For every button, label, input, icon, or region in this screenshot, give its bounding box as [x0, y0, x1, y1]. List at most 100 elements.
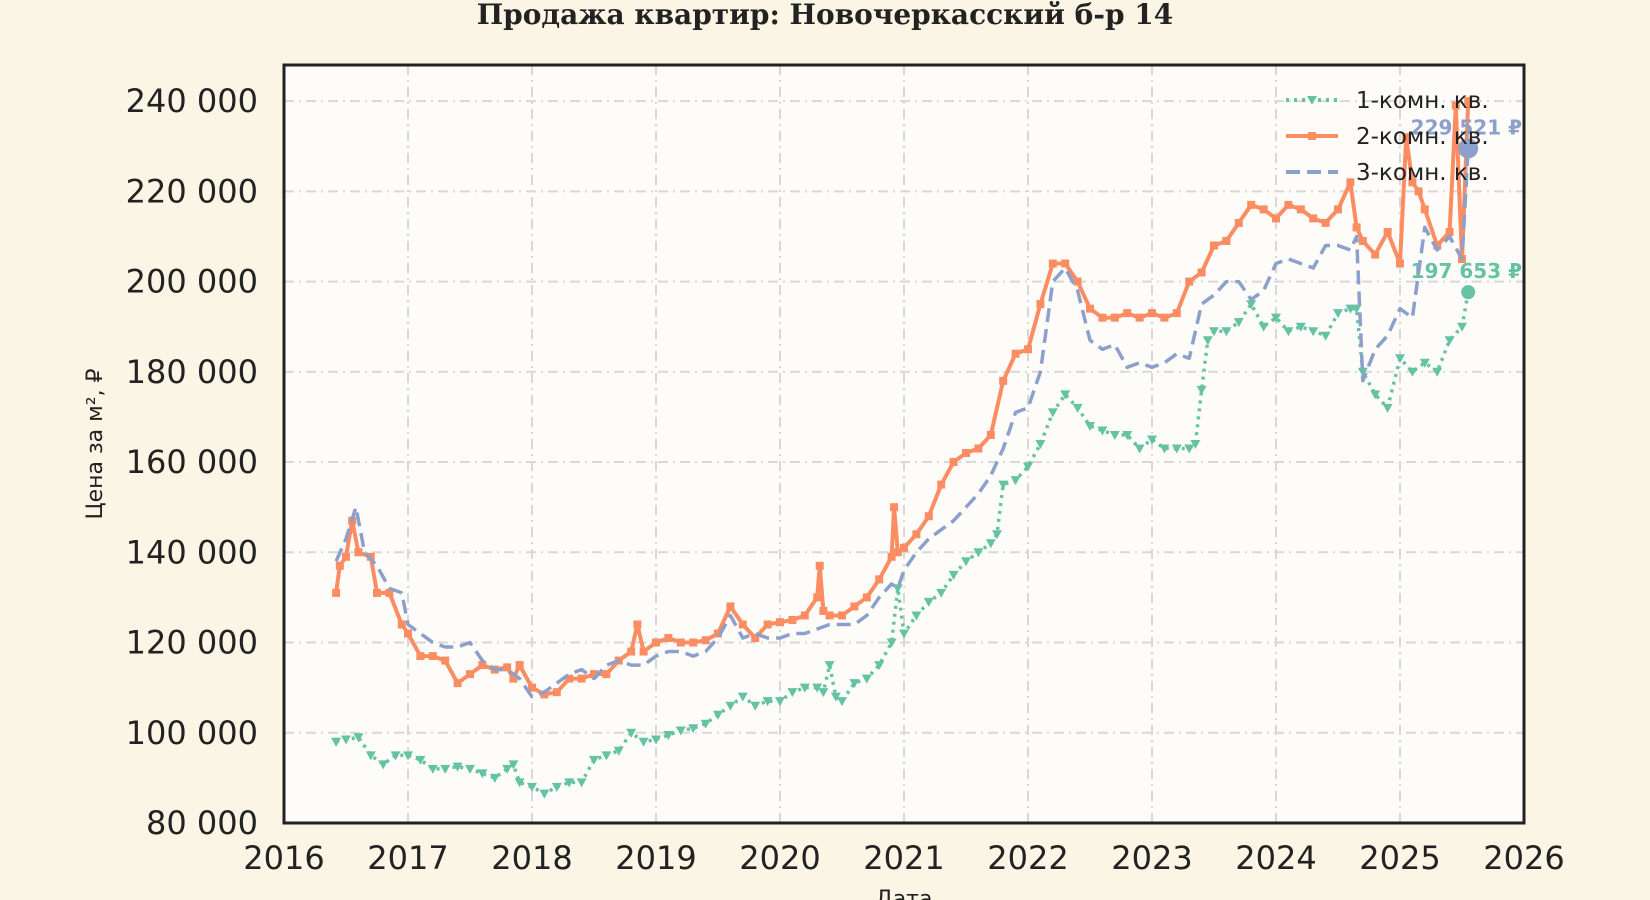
data-point — [890, 503, 899, 512]
y-tick-label: 220 000 — [126, 172, 258, 210]
data-point — [986, 430, 995, 439]
data-point — [1371, 250, 1380, 259]
x-axis-label: Дата — [876, 887, 933, 900]
data-point — [725, 701, 736, 711]
data-point — [887, 552, 896, 561]
data-point — [893, 548, 902, 557]
data-point — [577, 674, 586, 683]
data-point — [1370, 390, 1381, 400]
data-point — [949, 458, 958, 467]
data-point — [1048, 259, 1057, 268]
data-point — [1196, 385, 1207, 395]
data-point — [1445, 227, 1454, 236]
data-point — [737, 692, 748, 702]
data-point — [1352, 223, 1361, 232]
data-point — [936, 588, 947, 598]
data-point — [800, 611, 809, 620]
data-point — [639, 647, 648, 656]
data-point — [590, 670, 598, 679]
data-point — [675, 726, 686, 736]
data-point — [1259, 205, 1268, 214]
data-point — [478, 661, 487, 670]
data-point — [1061, 259, 1070, 268]
data-point — [627, 647, 636, 656]
data-point — [818, 688, 829, 698]
y-tick-label: 240 000 — [126, 82, 258, 120]
data-point — [502, 764, 513, 774]
data-point — [466, 670, 474, 679]
data-point — [1159, 444, 1170, 454]
series-3: 229 521 ₽ — [334, 115, 1522, 699]
x-tick-label: 2017 — [367, 839, 448, 877]
data-point — [397, 620, 406, 629]
data-point — [1185, 277, 1194, 286]
data-point — [762, 697, 773, 707]
y-axis-label: Цена за м², ₽ — [83, 368, 108, 519]
data-point — [503, 663, 512, 672]
data-point — [1086, 304, 1094, 313]
data-point — [1334, 205, 1342, 214]
data-point — [1024, 345, 1032, 354]
data-point — [1172, 309, 1181, 318]
data-point — [1160, 313, 1169, 322]
series-1: 197 653 ₽ — [331, 259, 1522, 799]
data-point — [750, 701, 761, 711]
data-point — [1432, 367, 1443, 377]
legend-label: 2-комн. кв. — [1356, 124, 1489, 150]
data-point — [663, 731, 674, 741]
data-point — [726, 602, 735, 611]
y-tick-label: 120 000 — [126, 624, 258, 662]
legend-label: 1-комн. кв. — [1356, 88, 1489, 114]
data-point — [1271, 313, 1281, 323]
data-point — [813, 593, 822, 602]
data-point — [1396, 259, 1404, 268]
y-axis-ticks: 80 000 100 000 120 000 140 000 160 000 180 00… — [126, 82, 258, 842]
y-tick-label: 100 000 — [126, 714, 258, 752]
data-point — [1321, 218, 1330, 227]
x-tick-label: 2025 — [1359, 839, 1440, 877]
x-tick-label: 2018 — [491, 839, 572, 877]
data-point — [1134, 444, 1145, 454]
data-point — [1190, 440, 1201, 449]
data-point — [1060, 390, 1071, 400]
data-point — [1464, 97, 1473, 106]
x-tick-label: 2024 — [1235, 839, 1316, 877]
data-point — [701, 636, 710, 645]
legend-marker — [1308, 132, 1316, 140]
data-point — [453, 679, 462, 688]
data-point — [874, 661, 885, 671]
data-point — [892, 584, 903, 594]
data-point — [652, 638, 660, 647]
data-point — [992, 530, 1002, 540]
data-point — [1085, 421, 1095, 431]
data-point — [528, 683, 536, 692]
data-point — [1171, 444, 1182, 454]
data-point — [1382, 403, 1393, 413]
data-point — [738, 620, 747, 629]
data-point — [385, 588, 394, 597]
data-point — [1110, 313, 1119, 322]
chart-title: Продажа квартир: Новочеркасский б-р 14 — [477, 0, 1174, 31]
x-axis-ticks: 2016 2017 2018 2019 2020 2021 2022 2023 2024 2025… — [243, 839, 1564, 877]
data-point — [1234, 218, 1243, 227]
data-point — [1010, 476, 1021, 486]
data-point — [565, 674, 574, 683]
data-point — [1035, 440, 1046, 449]
y-tick-label: 140 000 — [126, 533, 258, 571]
data-point — [962, 449, 970, 458]
data-point — [1148, 309, 1156, 318]
data-point — [837, 697, 847, 707]
data-point — [1147, 435, 1157, 445]
data-point — [477, 769, 488, 779]
data-point — [924, 512, 933, 521]
data-point — [1135, 313, 1144, 322]
data-point — [1357, 367, 1368, 377]
data-point — [819, 606, 828, 615]
data-point — [1309, 214, 1318, 223]
data-point — [799, 683, 810, 693]
data-point — [985, 539, 996, 549]
x-tick-label: 2016 — [243, 839, 324, 877]
end-value-label: 229 521 ₽ — [1411, 115, 1522, 139]
data-point — [1320, 331, 1331, 341]
y-tick-label: 180 000 — [126, 353, 258, 391]
